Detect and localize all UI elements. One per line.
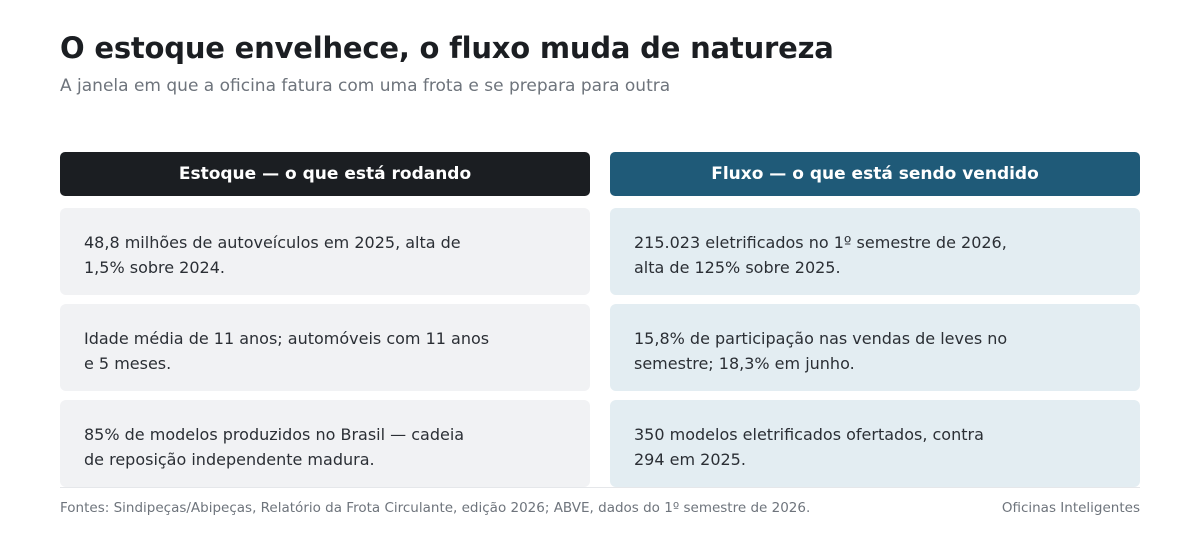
card-text-line: 1,5% sobre 2024. — [84, 258, 225, 277]
card-text-line: semestre; 18,3% em junho. — [634, 354, 855, 373]
stock-card-local-production: 85% de modelos produzidos no Brasil — ca… — [60, 400, 590, 487]
flow-column-header: Fluxo — o que está sendo vendido — [610, 152, 1140, 196]
card-text-line: 294 em 2025. — [634, 450, 746, 469]
card-text-line: Idade média de 11 anos; automóveis com 1… — [84, 329, 490, 348]
card-text-line: e 5 meses. — [84, 354, 172, 373]
card-text-line: 215.023 eletrificados no 1º semestre de … — [634, 233, 1007, 252]
stock-card-average-age: Idade média de 11 anos; automóveis com 1… — [60, 304, 590, 391]
card-text-line: 48,8 milhões de autoveículos em 2025, al… — [84, 233, 461, 252]
footer-brand: Oficinas Inteligentes — [1001, 500, 1140, 516]
stock-column: Estoque — o que está rodando 48,8 milhõe… — [60, 152, 590, 487]
card-text-line: alta de 125% sobre 2025. — [634, 258, 841, 277]
footer-sources: Fontes: Sindipeças/Abipeças, Relatório d… — [60, 500, 811, 516]
page-subtitle: A janela em que a oficina fatura com uma… — [60, 76, 671, 96]
stock-column-header: Estoque — o que está rodando — [60, 152, 590, 196]
card-text-line: 85% de modelos produzidos no Brasil — ca… — [84, 425, 465, 444]
stock-card-fleet-size: 48,8 milhões de autoveículos em 2025, al… — [60, 208, 590, 295]
card-text-line: 350 modelos eletrificados ofertados, con… — [634, 425, 984, 444]
flow-card-market-share: 15,8% de participação nas vendas de leve… — [610, 304, 1140, 391]
card-text-line: 15,8% de participação nas vendas de leve… — [634, 329, 1008, 348]
flow-card-models-offered: 350 modelos eletrificados ofertados, con… — [610, 400, 1140, 487]
page-title: O estoque envelhece, o fluxo muda de nat… — [60, 31, 834, 65]
flow-column: Fluxo — o que está sendo vendido 215.023… — [610, 152, 1140, 487]
flow-card-electrified-sales: 215.023 eletrificados no 1º semestre de … — [610, 208, 1140, 295]
card-text-line: de reposição independente madura. — [84, 450, 375, 469]
footer-divider — [60, 487, 1140, 488]
